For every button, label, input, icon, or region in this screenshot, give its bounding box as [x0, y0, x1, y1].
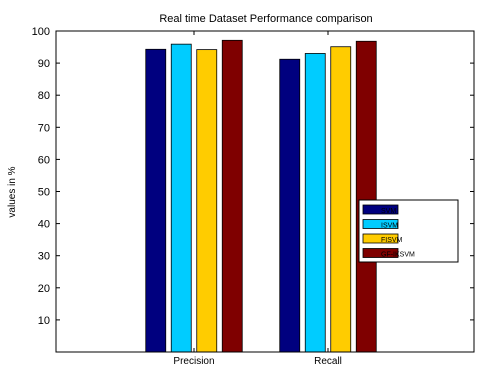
- legend-swatch-gf-iksvm: [362, 248, 399, 258]
- bar-svm-recall: [279, 58, 301, 353]
- bar-fisvm-precision: [196, 49, 218, 353]
- y-axis: 10 20 30 40 50 60 70 80 90 100: [32, 26, 474, 327]
- bar-gf-iksvm-recall: [355, 40, 377, 353]
- y-tick-label: 70: [38, 122, 50, 134]
- legend-label-svm: SVM: [381, 208, 396, 215]
- y-tick-label: 30: [38, 251, 50, 263]
- legend-swatch-svm: [362, 204, 399, 215]
- bar-svm-precision: [145, 48, 167, 353]
- bar-isvm-precision: [170, 43, 192, 353]
- bars-layer: [145, 39, 377, 353]
- bar-isvm-recall: [304, 53, 326, 353]
- legend-label-isvm: ISVM: [381, 223, 398, 230]
- chart-title: Real time Dataset Performance comparison: [159, 13, 372, 25]
- y-tick-label: 60: [38, 154, 50, 166]
- y-tick-label: 50: [38, 187, 50, 199]
- legend-swatch-isvm: [362, 219, 399, 229]
- y-axis-label: values in %: [7, 166, 18, 217]
- bar-fisvm-recall: [330, 46, 352, 353]
- x-axis: Precision Recall: [173, 31, 342, 367]
- legend-label-gf-iksvm: GF-IKSVM: [381, 252, 415, 259]
- y-tick-label: 40: [38, 219, 50, 231]
- y-tick-label: 20: [38, 283, 50, 295]
- legend-label-fisvm: FISVM: [381, 237, 403, 244]
- x-tick-label-recall: Recall: [314, 356, 342, 365]
- y-tick-label: 100: [32, 26, 50, 38]
- plot-frame: [55, 30, 475, 353]
- legend: SVM ISVM FISVM GF-IKSVM: [358, 199, 459, 263]
- y-tick-label: 90: [38, 58, 50, 70]
- legend-swatch-fisvm: [362, 233, 399, 244]
- y-tick-label: 10: [38, 315, 50, 327]
- x-tick-label-precision: Precision: [173, 356, 214, 365]
- bar-gf-iksvm-precision: [221, 39, 243, 353]
- y-tick-label: 80: [38, 90, 50, 102]
